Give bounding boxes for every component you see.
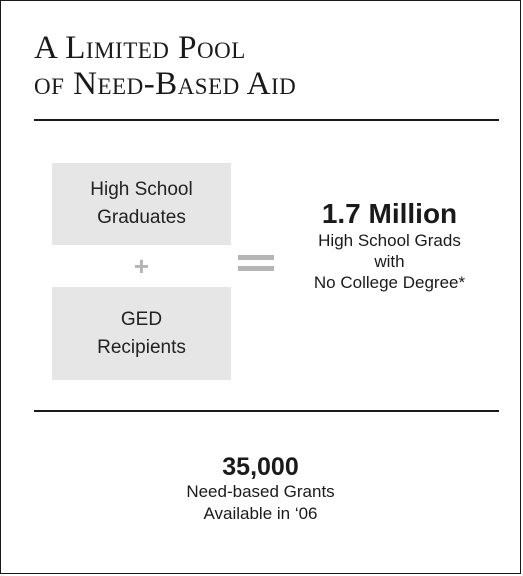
middle-divider	[34, 410, 499, 412]
grants-summary: 35,000 Need-based Grants Available in ‘0…	[0, 453, 521, 525]
plus-icon: +	[133, 251, 150, 281]
page-title: A Limited Pool of Need-Based Aid	[34, 30, 296, 102]
equals-icon	[238, 252, 274, 274]
result-line: High School Grads	[318, 231, 461, 250]
result-summary: 1.7 Million High School Grads with No Co…	[272, 198, 507, 293]
top-divider	[34, 119, 499, 121]
result-value: 1.7 Million	[321, 198, 458, 229]
grants-value: 35,000	[222, 453, 299, 481]
box-label-line: GED	[120, 308, 163, 330]
grants-line: Available in ‘06	[203, 504, 318, 523]
result-line: with	[374, 252, 405, 271]
box-label-line: Recipients	[97, 336, 186, 358]
box-label-line: Graduates	[97, 207, 186, 228]
high-school-graduates-box: High School Graduates	[52, 163, 231, 245]
grants-line: Need-based Grants	[186, 482, 335, 501]
box-label-line: High School	[90, 179, 193, 200]
title-line-1: A Limited Pool	[34, 30, 246, 66]
title-line-2: of Need-Based Aid	[34, 66, 297, 102]
result-line: No College Degree*	[313, 273, 466, 292]
ged-recipients-box: GED Recipients	[52, 287, 231, 380]
